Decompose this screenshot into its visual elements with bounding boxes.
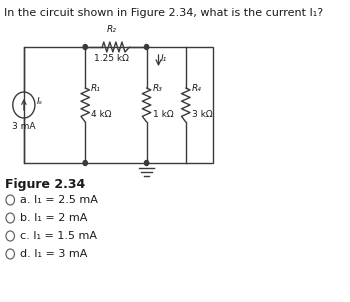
Text: 3 kΩ: 3 kΩ [192,110,212,119]
Text: R₂: R₂ [107,25,117,34]
Text: 4 kΩ: 4 kΩ [91,110,112,119]
Text: 3 mA: 3 mA [12,122,36,131]
Text: c. I₁ = 1.5 mA: c. I₁ = 1.5 mA [20,231,97,241]
Text: In the circuit shown in Figure 2.34, what is the current I₁?: In the circuit shown in Figure 2.34, wha… [4,8,323,18]
Text: Iₛ: Iₛ [37,98,43,107]
Text: d. I₁ = 3 mA: d. I₁ = 3 mA [20,249,88,259]
Circle shape [145,44,149,50]
Circle shape [83,44,88,50]
Text: I₁: I₁ [161,54,167,63]
Text: a. I₁ = 2.5 mA: a. I₁ = 2.5 mA [20,195,98,205]
Text: R₄: R₄ [192,84,202,93]
Circle shape [145,160,149,165]
Text: 1.25 kΩ: 1.25 kΩ [94,54,129,63]
Text: R₁: R₁ [91,84,101,93]
Text: R₃: R₃ [153,84,162,93]
Circle shape [83,160,88,165]
Text: Figure 2.34: Figure 2.34 [5,178,85,191]
Text: b. I₁ = 2 mA: b. I₁ = 2 mA [20,213,88,223]
Text: 1 kΩ: 1 kΩ [153,110,173,119]
